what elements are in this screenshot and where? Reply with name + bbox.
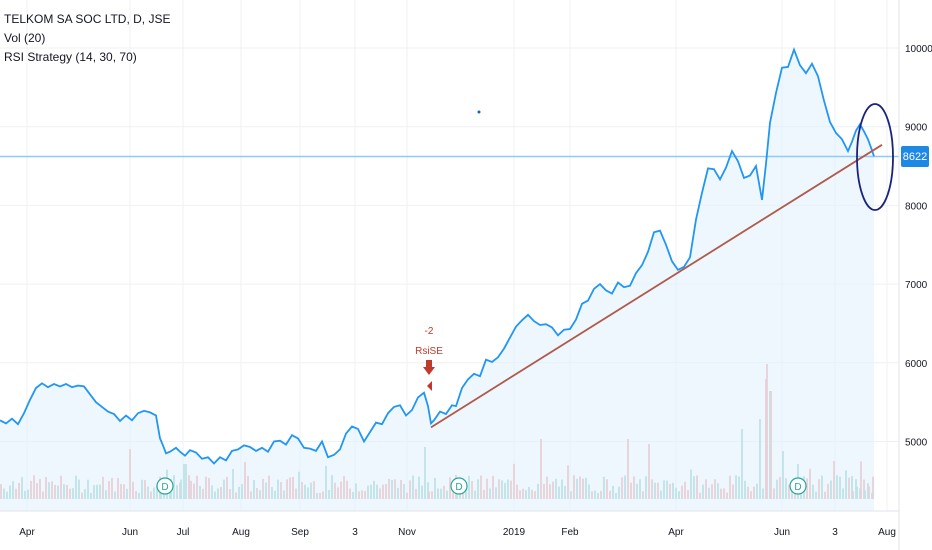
- y-tick-label: 5000: [905, 438, 928, 449]
- current-price-badge: 8622: [901, 146, 929, 167]
- x-tick-label: Jun: [774, 527, 790, 538]
- trendline[interactable]: [430, 144, 883, 429]
- x-tick-label: Nov: [398, 527, 416, 538]
- x-tick-label: Jun: [122, 527, 138, 538]
- x-tick-label: 3: [352, 527, 358, 538]
- y-tick-label: 6000: [905, 359, 928, 370]
- x-tick-label: 3: [832, 527, 838, 538]
- x-tick-label: 2019: [503, 527, 526, 538]
- dividend-marker-icon[interactable]: [450, 477, 468, 495]
- symbol-title[interactable]: TELKOM SA SOC LTD, D, JSE: [4, 12, 171, 26]
- x-tick-label: Jul: [177, 527, 190, 538]
- signal-label: RsiSE: [415, 346, 443, 357]
- dividend-marker-icon[interactable]: [789, 477, 807, 495]
- y-tick-label: 8000: [905, 201, 928, 212]
- x-tick-label: Apr: [19, 527, 35, 538]
- dividend-marker-label: D: [794, 482, 801, 493]
- price-axis[interactable]: 5000 6000 7000 8000 9000 10000: [905, 44, 932, 449]
- price-area-fill: [0, 49, 874, 511]
- x-tick-label: Apr: [668, 527, 684, 538]
- x-tick-label: Aug: [878, 527, 896, 538]
- rsi-signal[interactable]: -2 RsiSE: [415, 326, 443, 391]
- y-tick-label: 7000: [905, 280, 928, 291]
- signal-value: -2: [425, 326, 434, 337]
- price-line: [0, 46, 875, 465]
- time-axis[interactable]: Apr Jun Jul Aug Sep 3 Nov 2019 Feb Apr Jun 3 Aug: [19, 527, 896, 538]
- dividend-marker-icon[interactable]: [156, 477, 174, 495]
- signal-arrow-icon: [423, 360, 435, 375]
- y-tick-label: 10000: [905, 44, 932, 55]
- dividend-marker-label: D: [455, 482, 462, 493]
- dividend-marker-label: D: [161, 482, 168, 493]
- current-price-label: 8622: [903, 151, 927, 163]
- x-tick-label: Aug: [232, 527, 250, 538]
- annotation-ellipse[interactable]: [856, 103, 894, 211]
- y-tick-label: 9000: [905, 123, 928, 134]
- x-tick-label: Feb: [561, 527, 579, 538]
- cursor-dot: [477, 110, 481, 114]
- x-tick-label: Sep: [291, 527, 309, 538]
- volume-indicator-label[interactable]: Vol (20): [4, 31, 46, 45]
- chart-legend: TELKOM SA SOC LTD, D, JSE Vol (20) RSI S…: [4, 10, 170, 67]
- signal-flag-icon: [427, 381, 432, 391]
- strategy-label[interactable]: RSI Strategy (14, 30, 70): [4, 50, 137, 64]
